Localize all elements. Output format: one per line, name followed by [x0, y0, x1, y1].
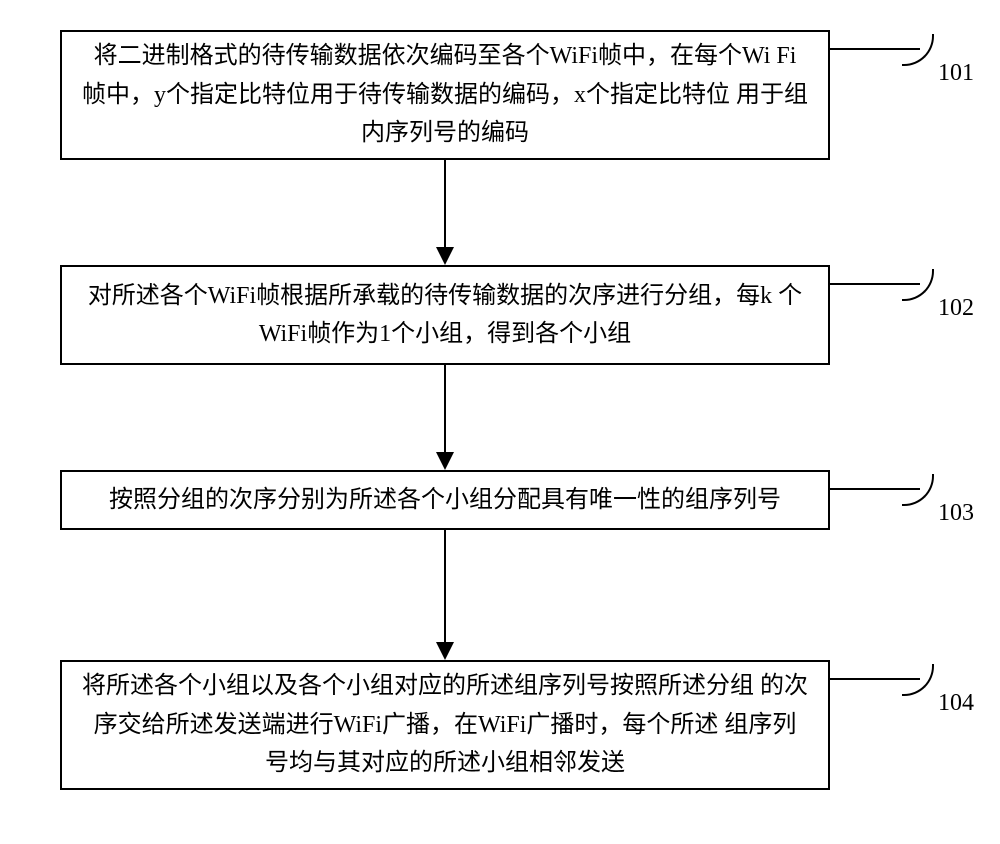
leader-line	[830, 678, 920, 680]
leader-line	[830, 48, 920, 50]
flow-box-step1: 将二进制格式的待传输数据依次编码至各个WiFi帧中，在每个Wi Fi帧中，y个指…	[60, 30, 830, 160]
arrow-step1-to-step2	[425, 160, 465, 265]
leader-line	[830, 283, 920, 285]
leader-line	[830, 488, 920, 490]
flow-box-text: 对所述各个WiFi帧根据所承载的待传输数据的次序进行分组，每k 个WiFi帧作为…	[82, 277, 808, 354]
flow-box-step3: 按照分组的次序分别为所述各个小组分配具有唯一性的组序列号	[60, 470, 830, 530]
flow-box-text: 按照分组的次序分别为所述各个小组分配具有唯一性的组序列号	[109, 481, 781, 519]
arrow-step3-to-step4	[425, 530, 465, 660]
flow-box-text: 将所述各个小组以及各个小组对应的所述组序列号按照所述分组 的次序交给所述发送端进…	[82, 667, 808, 782]
step-label: 101	[938, 60, 974, 87]
step-label: 102	[938, 295, 974, 322]
step-label: 103	[938, 500, 974, 527]
flow-box-step2: 对所述各个WiFi帧根据所承载的待传输数据的次序进行分组，每k 个WiFi帧作为…	[60, 265, 830, 365]
arrow-step2-to-step3	[425, 365, 465, 470]
step-label: 104	[938, 690, 974, 717]
flow-box-step4: 将所述各个小组以及各个小组对应的所述组序列号按照所述分组 的次序交给所述发送端进…	[60, 660, 830, 790]
flow-box-text: 将二进制格式的待传输数据依次编码至各个WiFi帧中，在每个Wi Fi帧中，y个指…	[82, 37, 808, 152]
